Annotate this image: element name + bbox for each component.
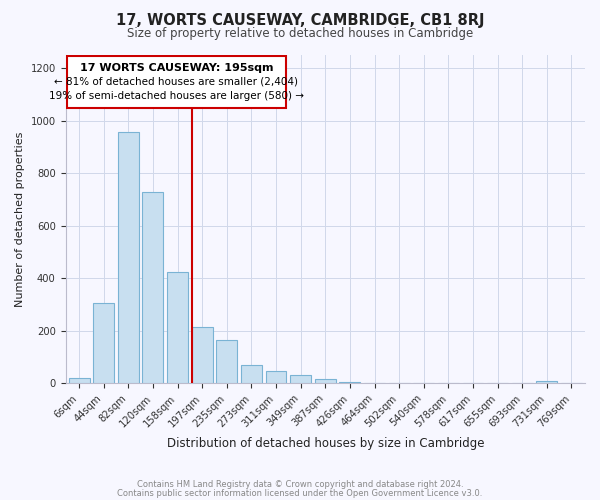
Bar (68, 378, 89, 384)
Bar (315, 379, 336, 384)
Bar (340, 382, 361, 384)
X-axis label: Distribution of detached houses by size in Cambridge: Distribution of detached houses by size … (167, 437, 484, 450)
Text: Size of property relative to detached houses in Cambridge: Size of property relative to detached ho… (127, 28, 473, 40)
Text: 17 WORTS CAUSEWAY: 195sqm: 17 WORTS CAUSEWAY: 195sqm (80, 62, 273, 72)
Bar (118, 132, 139, 384)
Bar (217, 340, 237, 384)
Text: Contains HM Land Registry data © Crown copyright and database right 2024.: Contains HM Land Registry data © Crown c… (137, 480, 463, 489)
Bar (290, 374, 311, 384)
FancyBboxPatch shape (67, 56, 286, 108)
Y-axis label: Number of detached properties: Number of detached properties (15, 132, 25, 307)
Bar (142, 192, 163, 384)
Bar (93, 303, 114, 384)
Bar (536, 381, 557, 384)
Text: 19% of semi-detached houses are larger (580) →: 19% of semi-detached houses are larger (… (49, 92, 304, 102)
Bar (192, 327, 212, 384)
Bar (266, 371, 286, 384)
Text: Contains public sector information licensed under the Open Government Licence v3: Contains public sector information licen… (118, 488, 482, 498)
Text: ← 81% of detached houses are smaller (2,404): ← 81% of detached houses are smaller (2,… (55, 77, 298, 87)
Text: 17, WORTS CAUSEWAY, CAMBRIDGE, CB1 8RJ: 17, WORTS CAUSEWAY, CAMBRIDGE, CB1 8RJ (116, 12, 484, 28)
Bar (241, 365, 262, 384)
Bar (167, 272, 188, 384)
